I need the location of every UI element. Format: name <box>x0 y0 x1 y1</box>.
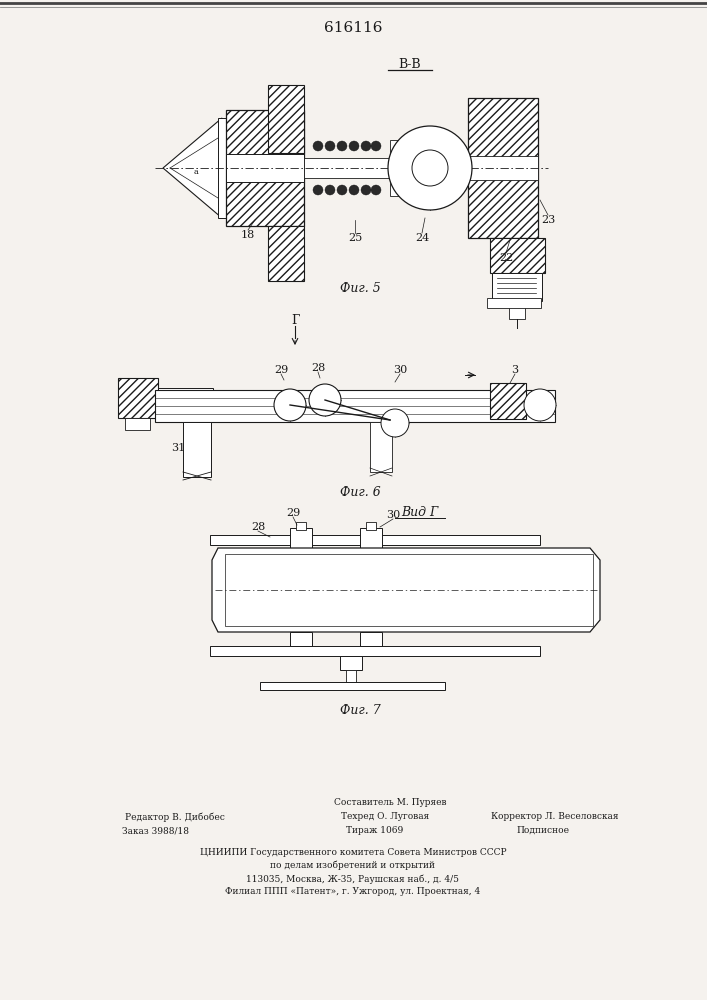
Polygon shape <box>163 118 222 218</box>
Text: Г: Г <box>291 314 299 326</box>
Text: Тираж 1069: Тираж 1069 <box>346 826 404 835</box>
Bar <box>340 656 362 670</box>
Text: 29: 29 <box>286 508 300 518</box>
Bar <box>490 383 526 419</box>
Bar <box>210 535 540 545</box>
Text: Вид Г: Вид Г <box>402 506 438 518</box>
Text: a: a <box>194 168 199 176</box>
Bar <box>125 418 150 430</box>
Text: 25: 25 <box>348 233 362 243</box>
Text: 23: 23 <box>541 215 555 225</box>
Text: 30: 30 <box>393 365 407 375</box>
Circle shape <box>337 141 347 151</box>
Bar <box>118 378 158 418</box>
Bar <box>360 632 382 646</box>
Circle shape <box>325 185 335 195</box>
Bar <box>226 154 304 182</box>
Bar <box>509 301 525 319</box>
Bar <box>490 238 545 273</box>
Bar <box>346 670 356 682</box>
Circle shape <box>349 141 359 151</box>
Text: 113035, Москва, Ж-35, Раушская наб., д. 4/5: 113035, Москва, Ж-35, Раушская наб., д. … <box>247 874 460 884</box>
Bar <box>360 528 382 554</box>
Circle shape <box>412 150 448 186</box>
Bar <box>360 554 382 568</box>
Text: 616116: 616116 <box>324 21 382 35</box>
Circle shape <box>274 389 306 421</box>
Circle shape <box>361 141 371 151</box>
Text: 24: 24 <box>415 233 429 243</box>
Bar <box>290 554 312 568</box>
Circle shape <box>371 185 381 195</box>
Circle shape <box>388 126 472 210</box>
Bar <box>366 522 376 530</box>
Text: 30: 30 <box>386 510 400 520</box>
Text: Корректор Л. Веселовская: Корректор Л. Веселовская <box>491 812 619 821</box>
Bar <box>268 85 304 153</box>
Text: Редактор В. Дибобес: Редактор В. Дибобес <box>125 812 225 822</box>
Text: ЦНИИПИ Государственного комитета Совета Министров СССР: ЦНИИПИ Государственного комитета Совета … <box>199 848 506 857</box>
Text: 28: 28 <box>251 522 265 532</box>
Bar <box>210 646 540 656</box>
Bar <box>183 422 211 477</box>
Circle shape <box>313 185 323 195</box>
Circle shape <box>381 409 409 437</box>
Bar <box>260 682 445 690</box>
Text: Филиал ППП «Патент», г. Ужгород, ул. Проектная, 4: Филиал ППП «Патент», г. Ужгород, ул. Про… <box>226 887 481 896</box>
Bar <box>296 522 306 530</box>
Bar <box>468 98 538 238</box>
Circle shape <box>337 185 347 195</box>
Bar <box>290 528 312 554</box>
Bar <box>218 118 226 218</box>
Text: 18: 18 <box>241 230 255 240</box>
Bar <box>226 110 304 226</box>
Text: 29: 29 <box>274 365 288 375</box>
Text: по делам изобретений и открытий: по делам изобретений и открытий <box>271 861 436 870</box>
Circle shape <box>349 185 359 195</box>
Text: 28: 28 <box>311 363 325 373</box>
Bar <box>155 390 555 422</box>
Bar <box>225 554 593 626</box>
Text: 3: 3 <box>511 365 518 375</box>
Circle shape <box>361 185 371 195</box>
Bar <box>487 298 541 308</box>
Circle shape <box>524 389 556 421</box>
Text: Техред О. Луговая: Техред О. Луговая <box>341 812 429 821</box>
Text: 22: 22 <box>499 253 513 263</box>
Text: Фиг. 6: Фиг. 6 <box>339 486 380 498</box>
Text: Подписное: Подписное <box>517 826 570 835</box>
Bar <box>304 158 394 178</box>
Text: Фиг. 7: Фиг. 7 <box>339 704 380 716</box>
Circle shape <box>325 141 335 151</box>
Bar <box>370 422 392 472</box>
Bar <box>390 140 408 196</box>
Text: Заказ 3988/18: Заказ 3988/18 <box>122 826 189 835</box>
Circle shape <box>309 384 341 416</box>
Text: Составитель М. Пуряев: Составитель М. Пуряев <box>334 798 446 807</box>
Text: Фиг. 5: Фиг. 5 <box>339 282 380 294</box>
Circle shape <box>313 141 323 151</box>
Bar <box>492 273 542 301</box>
Text: 31: 31 <box>171 443 185 453</box>
Bar <box>158 388 213 406</box>
Bar <box>290 632 312 646</box>
Polygon shape <box>212 548 600 632</box>
Bar <box>468 156 538 180</box>
Text: В-В: В-В <box>399 58 421 72</box>
Circle shape <box>371 141 381 151</box>
Bar <box>268 226 304 281</box>
